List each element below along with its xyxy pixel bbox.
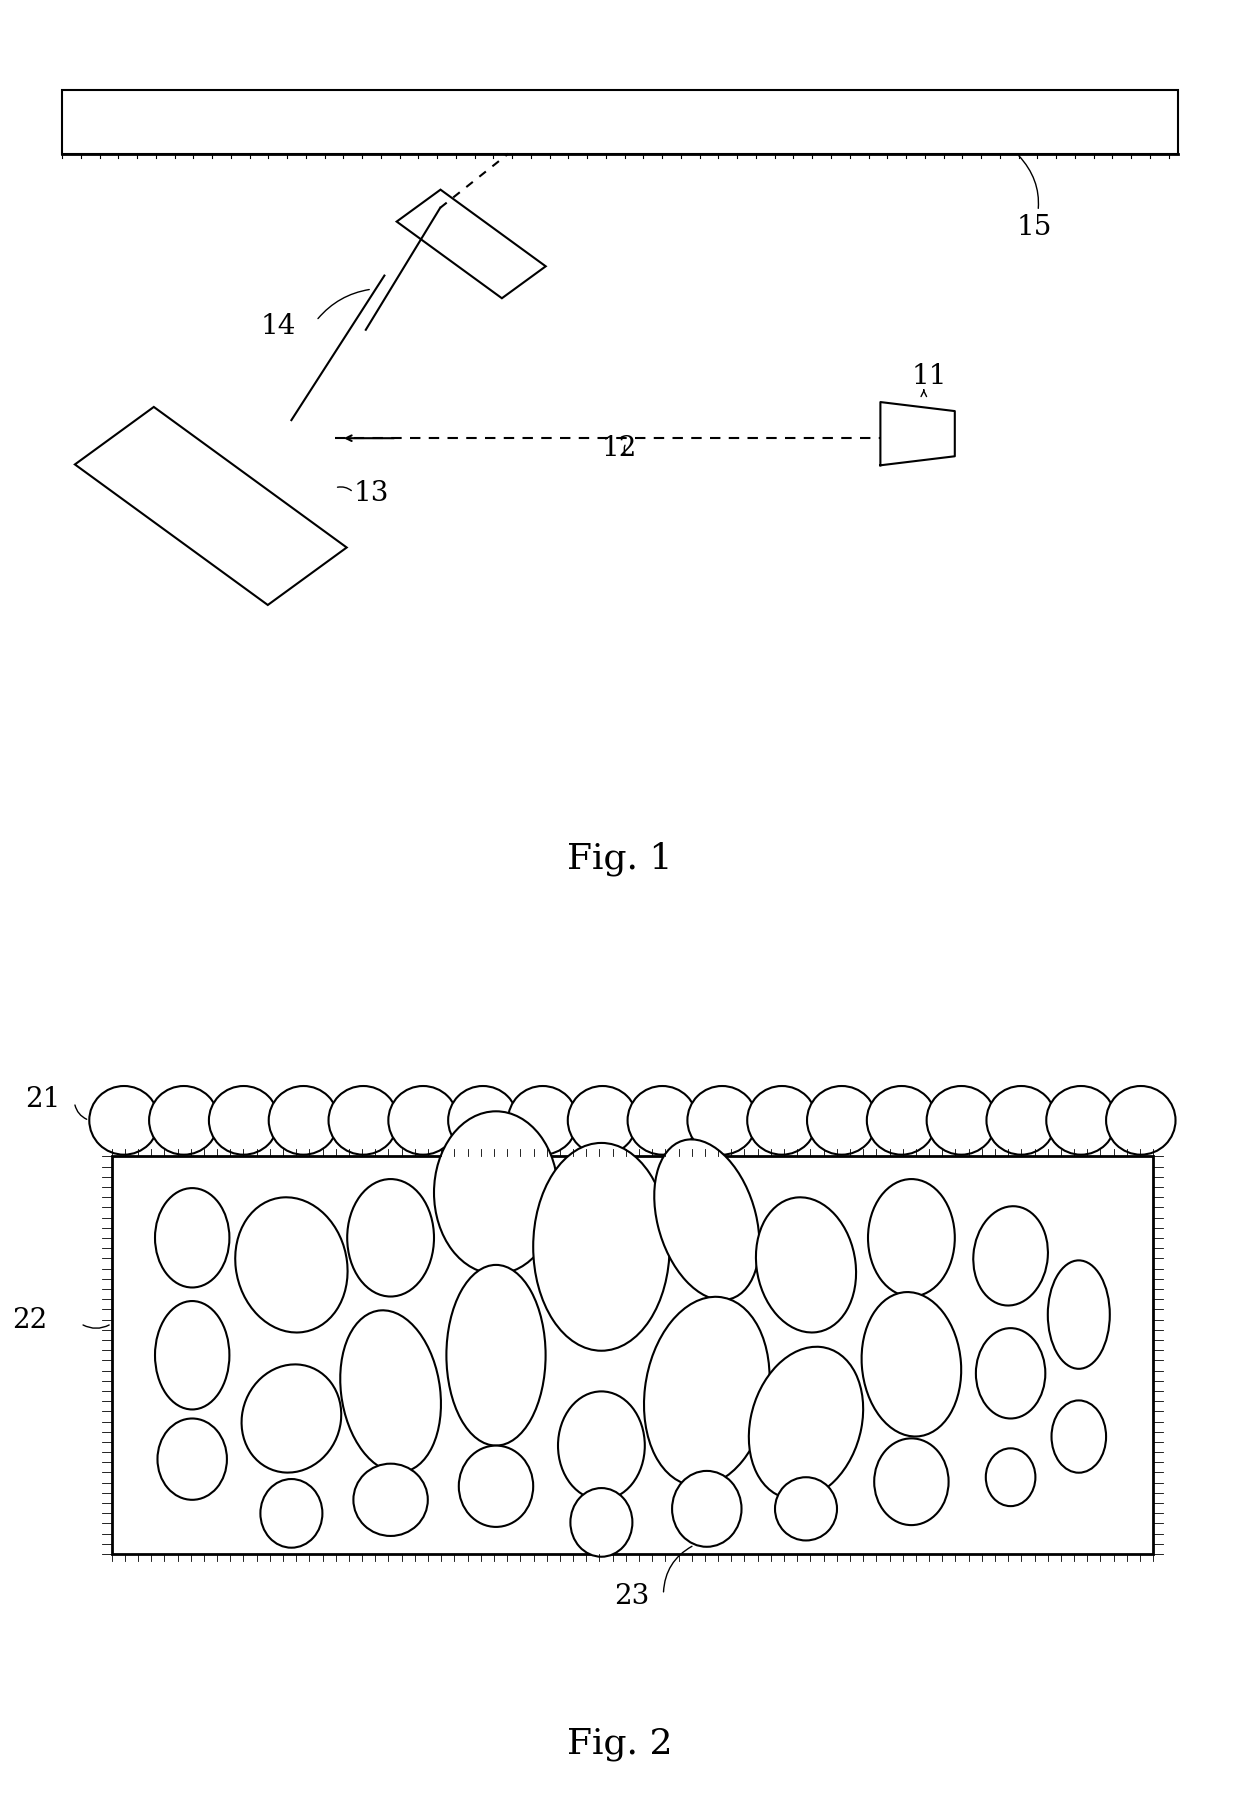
Ellipse shape [1106, 1086, 1176, 1155]
Text: 21: 21 [25, 1086, 61, 1113]
Ellipse shape [388, 1086, 458, 1155]
Ellipse shape [236, 1198, 347, 1332]
Ellipse shape [775, 1478, 837, 1540]
Bar [397, 190, 546, 298]
Ellipse shape [1047, 1086, 1116, 1155]
Ellipse shape [242, 1364, 341, 1473]
Ellipse shape [353, 1464, 428, 1536]
Ellipse shape [987, 1086, 1056, 1155]
Ellipse shape [434, 1111, 558, 1274]
Ellipse shape [329, 1086, 398, 1155]
Ellipse shape [672, 1471, 742, 1547]
Ellipse shape [644, 1297, 770, 1485]
Ellipse shape [986, 1449, 1035, 1507]
Ellipse shape [868, 1180, 955, 1297]
Text: 14: 14 [260, 313, 296, 340]
Ellipse shape [533, 1144, 670, 1352]
Ellipse shape [568, 1086, 637, 1155]
Text: 22: 22 [12, 1306, 47, 1334]
Ellipse shape [655, 1140, 759, 1299]
Text: Fig. 2: Fig. 2 [567, 1727, 673, 1760]
Ellipse shape [157, 1418, 227, 1500]
Ellipse shape [155, 1189, 229, 1287]
Ellipse shape [627, 1086, 697, 1155]
Ellipse shape [687, 1086, 756, 1155]
Ellipse shape [570, 1489, 632, 1556]
Text: 15: 15 [1017, 155, 1053, 240]
Ellipse shape [155, 1301, 229, 1409]
Ellipse shape [508, 1086, 578, 1155]
Ellipse shape [89, 1086, 159, 1155]
Ellipse shape [749, 1346, 863, 1500]
Ellipse shape [269, 1086, 339, 1155]
Text: 23: 23 [614, 1583, 649, 1610]
Ellipse shape [459, 1446, 533, 1527]
Ellipse shape [756, 1198, 856, 1332]
Ellipse shape [446, 1265, 546, 1446]
Ellipse shape [208, 1086, 278, 1155]
Text: Fig. 1: Fig. 1 [567, 840, 673, 876]
Ellipse shape [862, 1292, 961, 1437]
Text: 11: 11 [911, 363, 947, 390]
Bar [112, 1156, 1153, 1554]
Text: 13: 13 [353, 481, 389, 508]
Ellipse shape [149, 1086, 218, 1155]
Text: 12: 12 [601, 435, 637, 463]
Ellipse shape [867, 1086, 936, 1155]
Ellipse shape [973, 1207, 1048, 1305]
Ellipse shape [748, 1086, 817, 1155]
Ellipse shape [347, 1180, 434, 1297]
Ellipse shape [1052, 1400, 1106, 1473]
Ellipse shape [874, 1438, 949, 1525]
Ellipse shape [1048, 1261, 1110, 1370]
Bar [74, 407, 347, 605]
Ellipse shape [976, 1328, 1045, 1418]
Ellipse shape [340, 1310, 441, 1473]
Ellipse shape [448, 1086, 517, 1155]
Ellipse shape [926, 1086, 996, 1155]
Ellipse shape [260, 1478, 322, 1547]
Ellipse shape [807, 1086, 877, 1155]
Bar [62, 90, 1178, 154]
Ellipse shape [558, 1391, 645, 1500]
